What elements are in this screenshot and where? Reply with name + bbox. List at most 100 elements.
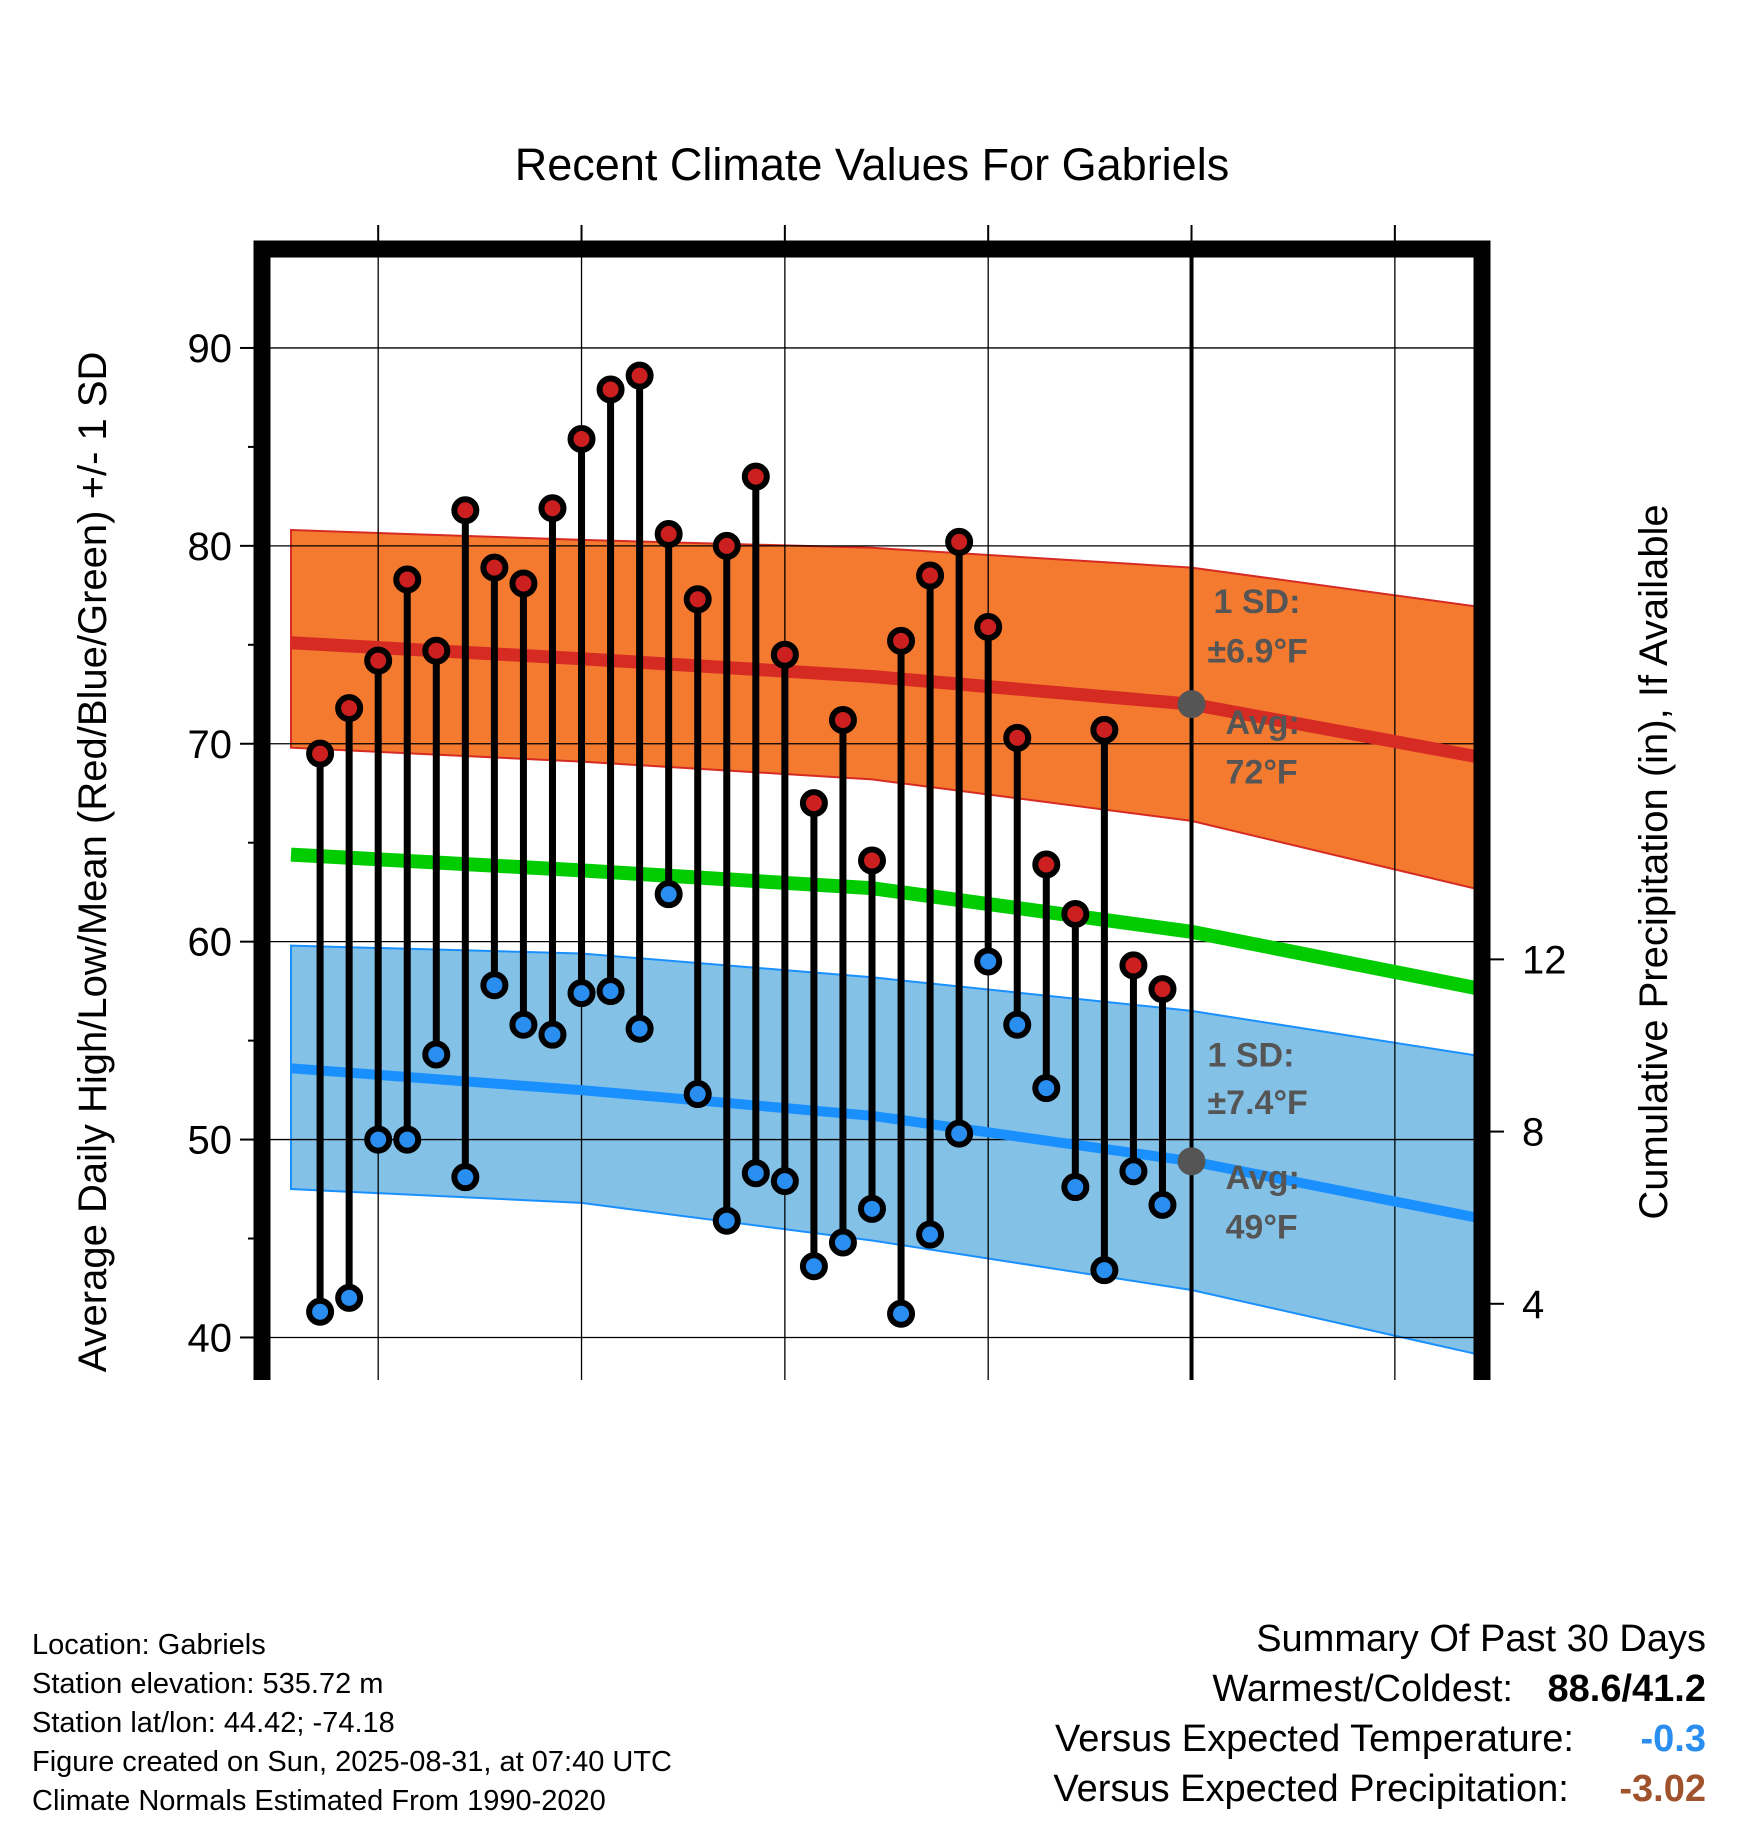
climate-normals-text: Climate Normals Estimated From 1990-2020 xyxy=(32,1785,606,1817)
daily-high-point xyxy=(451,496,480,525)
y2-axis-label: Cumulative Precipitation (in), If Availa… xyxy=(1632,504,1676,1219)
y-axis-label: Average Daily High/Low/Mean (Red/Blue/Gr… xyxy=(71,352,115,1373)
daily-low-point xyxy=(1032,1074,1061,1103)
station-latlon-text: Station lat/lon: 44.42; -74.18 xyxy=(32,1707,395,1739)
today-low-avg-marker xyxy=(1177,1147,1206,1176)
daily-high-point xyxy=(538,494,567,523)
y-tick-label: 40 xyxy=(188,1316,233,1360)
y-tick-label: 50 xyxy=(188,1119,233,1163)
daily-high-point xyxy=(596,375,625,404)
daily-low-point xyxy=(1119,1157,1148,1186)
daily-high-point xyxy=(306,739,335,768)
daily-high-point xyxy=(1032,850,1061,879)
low-sd-label: 1 SD: xyxy=(1208,1036,1295,1074)
daily-high-point xyxy=(654,519,683,548)
daily-high-point xyxy=(509,569,538,598)
daily-high-point xyxy=(393,565,422,594)
daily-high-point xyxy=(887,626,916,655)
daily-low-point xyxy=(770,1167,799,1196)
daily-high-point xyxy=(741,462,770,491)
temperature-anomaly-value: -0.3 xyxy=(1640,1718,1706,1760)
daily-low-point xyxy=(887,1299,916,1328)
y-tick-label: 90 xyxy=(188,327,233,371)
summary-temperature: Versus Expected Temperature: -0.3 xyxy=(1055,1714,1706,1764)
daily-low-point xyxy=(858,1194,886,1223)
warmest-coldest-label: Warmest/Coldest: xyxy=(1212,1668,1513,1710)
today-high-avg-marker xyxy=(1177,690,1206,719)
daily-low-point xyxy=(1061,1173,1090,1202)
daily-low-point xyxy=(828,1228,857,1257)
daily-low-point xyxy=(480,971,509,1000)
station-elevation-text: Station elevation: 535.72 m xyxy=(32,1668,384,1700)
daily-low-point xyxy=(306,1297,335,1326)
summary-title: Summary Of Past 30 Days xyxy=(1256,1618,1706,1660)
daily-low-point xyxy=(945,1119,974,1148)
daily-low-point xyxy=(683,1080,712,1109)
daily-low-point xyxy=(1148,1190,1177,1219)
daily-high-point xyxy=(1061,899,1090,928)
low-sd-band xyxy=(290,944,1483,1357)
y2-tick-label: 12 xyxy=(1522,938,1567,982)
low-sd-value: ±7.4°F xyxy=(1208,1084,1308,1122)
daily-high-point xyxy=(364,646,393,675)
high-avg-line xyxy=(290,636,1484,764)
daily-high-point xyxy=(625,361,654,390)
plot-frame xyxy=(253,240,1491,1380)
high-avg-label: Avg: xyxy=(1226,704,1300,742)
precipitation-anomaly-value: -3.02 xyxy=(1619,1768,1706,1810)
daily-high-point xyxy=(828,706,857,735)
daily-low-point xyxy=(625,1014,654,1043)
daily-high-point xyxy=(799,789,828,818)
daily-high-point xyxy=(916,561,945,590)
high-sd-band xyxy=(290,528,1483,892)
daily-low-point xyxy=(393,1125,422,1154)
high-avg-value: 72°F xyxy=(1226,753,1298,791)
location-text: Location: Gabriels xyxy=(32,1629,266,1661)
y2-tick-label: 4 xyxy=(1522,1283,1544,1327)
daily-low-point xyxy=(1090,1256,1119,1285)
daily-high-point xyxy=(1003,723,1032,752)
daily-high-point xyxy=(712,531,741,560)
daily-high-point xyxy=(480,553,509,582)
daily-low-point xyxy=(538,1020,567,1049)
y-tick-label: 60 xyxy=(188,921,233,965)
high-sd-value: ±6.9°F xyxy=(1208,633,1308,671)
daily-low-point xyxy=(1003,1010,1032,1039)
daily-low-point xyxy=(741,1159,770,1188)
warmest-coldest-value: 88.6/41.2 xyxy=(1547,1668,1706,1710)
daily-low-point xyxy=(799,1252,828,1281)
daily-high-point xyxy=(1090,715,1119,744)
summary-precipitation: Versus Expected Precipitation: -3.02 xyxy=(1053,1764,1706,1814)
daily-low-point xyxy=(974,947,1003,976)
daily-high-point xyxy=(567,424,596,453)
daily-high-point xyxy=(974,612,1003,641)
daily-low-point xyxy=(335,1283,364,1312)
low-avg-label: Avg: xyxy=(1226,1159,1300,1197)
climate-chart: Recent Climate Values For Gabriels 1 SD: ±… xyxy=(71,139,1676,1380)
temperature-anomaly-label: Versus Expected Temperature: xyxy=(1055,1718,1574,1760)
daily-high-point xyxy=(858,846,886,875)
y-tick-label: 80 xyxy=(188,525,233,569)
summary-warmest-coldest: Warmest/Coldest: 88.6/41.2 xyxy=(1212,1664,1706,1714)
daily-low-point xyxy=(916,1220,945,1249)
daily-high-point xyxy=(1119,951,1148,980)
daily-high-point xyxy=(422,636,451,665)
high-sd-label: 1 SD: xyxy=(1214,583,1301,621)
daily-low-point xyxy=(567,979,596,1008)
low-avg-value: 49°F xyxy=(1226,1209,1298,1247)
daily-high-point xyxy=(770,640,799,669)
daily-low-point xyxy=(654,880,683,909)
precipitation-anomaly-label: Versus Expected Precipitation: xyxy=(1053,1768,1569,1810)
daily-low-point xyxy=(422,1040,451,1069)
daily-high-point xyxy=(1148,975,1177,1004)
daily-high-point xyxy=(335,694,364,723)
figure-created-text: Figure created on Sun, 2025-08-31, at 07… xyxy=(32,1746,672,1778)
y2-tick-label: 8 xyxy=(1522,1111,1544,1155)
y-tick-label: 70 xyxy=(188,723,233,767)
daily-low-point xyxy=(596,977,625,1006)
chart-title: Recent Climate Values For Gabriels xyxy=(515,139,1229,190)
daily-high-point xyxy=(945,527,974,556)
daily-low-point xyxy=(451,1163,480,1192)
daily-low-point xyxy=(364,1125,393,1154)
daily-high-point xyxy=(683,585,712,614)
